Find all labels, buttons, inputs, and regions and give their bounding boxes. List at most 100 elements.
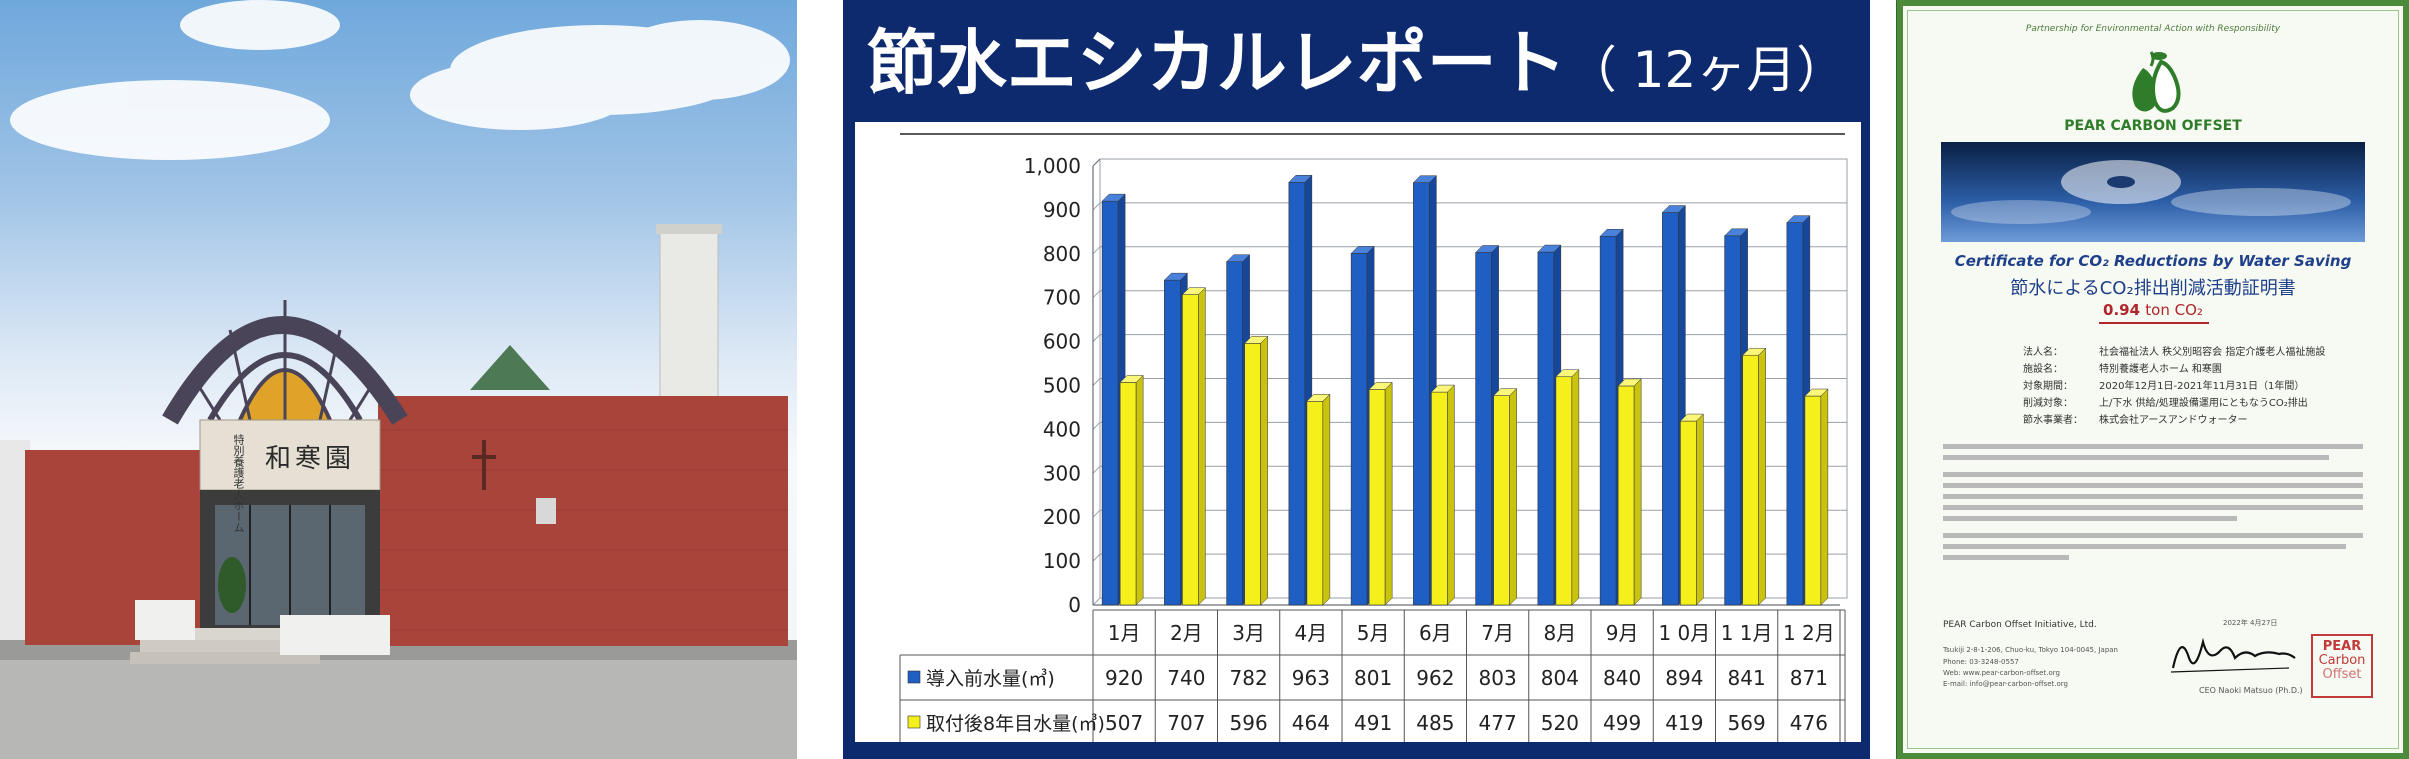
bar-after-side <box>1633 378 1642 606</box>
certificate-detail-value: 上/下水 供給/処理設備運用にともなうCO₂排出 <box>2099 398 2308 409</box>
table-value: 707 <box>1167 711 1205 735</box>
entrance-sign-name: 和寒園 <box>264 444 355 474</box>
bar-before <box>1413 182 1430 606</box>
bar-after-side <box>1571 369 1580 606</box>
bar-after-side <box>1758 347 1766 606</box>
bar-after-side <box>1384 381 1393 606</box>
x-category-label: 9月 <box>1606 621 1639 645</box>
signature <box>2170 637 2296 673</box>
certificate-phone: Phone: 03-3248-0557 <box>1943 658 2019 666</box>
bar-after <box>1368 389 1386 606</box>
certificate-detail-label: 節水事業者： <box>2023 415 2083 426</box>
x-category-label: 4月 <box>1295 621 1328 645</box>
bar-before <box>1350 253 1368 606</box>
table-value: 782 <box>1230 666 1268 690</box>
y-tick-label: 800 <box>1043 242 1081 266</box>
bar-after-side <box>1820 388 1829 606</box>
certificate-amount-unit: ton CO₂ <box>2145 301 2203 319</box>
legend-label: 取付後8年目水量(㎥) <box>926 713 1105 735</box>
bar-after-top <box>1679 413 1704 422</box>
bar-before-top <box>1475 245 1500 253</box>
x-category-label: 1月 <box>1108 621 1141 645</box>
gridline-depth <box>1092 509 1101 518</box>
gridline-depth <box>1092 246 1101 255</box>
building-illustration <box>0 0 797 759</box>
table-value: 507 <box>1105 711 1143 735</box>
certificate-details: 法人名： 社会福祉法人 秩父別昭容会 指定介護老人福祉施設 施設名： 特別養護老人ホー… <box>2023 344 2393 429</box>
certificate-amount: 0.94 ton CO₂ <box>1903 301 2403 319</box>
gridline-depth <box>1092 553 1101 562</box>
certificate-org: PEAR Carbon Offset Initiative, Ltd. <box>1943 620 2097 630</box>
bar-after <box>1182 294 1199 606</box>
bar-after-top <box>1306 394 1331 402</box>
table-value: 963 <box>1292 666 1330 690</box>
y-tick-label: 700 <box>1043 286 1081 310</box>
table-value: 520 <box>1541 711 1579 735</box>
x-category-label: 7月 <box>1481 621 1514 645</box>
bar-before-top <box>1101 193 1126 202</box>
clouds <box>10 0 790 160</box>
legend-swatch <box>907 715 921 729</box>
earth-image <box>1941 142 2365 242</box>
certificate-amount-value: 0.94 <box>2103 301 2141 319</box>
table-value: 894 <box>1665 666 1703 690</box>
bar-before <box>1226 261 1243 606</box>
certificate-body-text <box>1943 438 2363 566</box>
bar-after-side <box>1696 413 1704 606</box>
pear-logo-icon <box>2132 51 2181 113</box>
bar-after-top <box>1119 375 1144 383</box>
bar-after <box>1431 391 1448 606</box>
x-category-label: 1 0月 <box>1658 621 1710 645</box>
table-value: 499 <box>1603 711 1641 735</box>
bar-after-top <box>1804 388 1829 397</box>
bar-before-top <box>1288 174 1313 183</box>
x-category-label: 5月 <box>1357 621 1390 645</box>
bar-after <box>1244 343 1261 606</box>
bar-before-top <box>1661 205 1686 213</box>
certificate-web: Web: www.pear-carbon-offset.org <box>1943 669 2060 677</box>
certificate-title-ja: 節水によるCO₂排出削減活動証明書 <box>2010 278 2296 299</box>
bar-before <box>1724 235 1741 606</box>
certificate-detail-row: 施設名： 特別養護老人ホーム 和寒園 <box>2023 361 2393 378</box>
bar-before-top <box>1350 246 1375 254</box>
bar-after-top <box>1244 336 1269 344</box>
certificate-detail-value: 株式会社アースアンドウォーター <box>2099 415 2248 426</box>
bar-after-side <box>1198 287 1206 606</box>
y-tick-label: 900 <box>1043 198 1081 222</box>
bar-after-side <box>1260 335 1268 606</box>
gridline-depth <box>1092 422 1101 430</box>
y-tick-label: 400 <box>1043 417 1081 441</box>
table-value: 871 <box>1790 666 1828 690</box>
bar-after <box>1306 401 1324 606</box>
chart-title-sub: （ 12ヶ月） <box>1566 41 1847 99</box>
bar-after-top <box>1430 384 1455 393</box>
bar-before <box>1475 252 1492 606</box>
gridline-depth <box>1092 465 1101 474</box>
gridline-depth <box>1092 378 1101 386</box>
table-value: 920 <box>1105 666 1143 690</box>
chart-title-main: 節水エシカルレポート <box>866 22 1567 104</box>
table-value: 464 <box>1292 711 1330 735</box>
table-value: 419 <box>1665 711 1703 735</box>
y-tick-label: 600 <box>1043 330 1081 354</box>
gridline-depth <box>1092 597 1101 606</box>
legend-label: 導入前水量(㎥) <box>926 668 1055 690</box>
bar-after-top <box>1493 388 1518 396</box>
bar-after <box>1742 354 1759 606</box>
certificate-detail-row: 節水事業者： 株式会社アースアンドウォーター <box>2023 412 2393 429</box>
bar-before-top <box>1412 175 1437 183</box>
bar-after <box>1680 420 1697 606</box>
bar-before-top <box>1163 272 1188 281</box>
gridline-depth <box>1092 334 1101 342</box>
bar-before-top <box>1226 254 1251 262</box>
certificate-detail-label: 施設名： <box>2023 364 2063 375</box>
bar-after-side <box>1135 374 1144 606</box>
certificate: Partnership for Environmental Action wit… <box>1896 0 2409 759</box>
y-tick-label: 100 <box>1043 549 1081 573</box>
bar-after-top <box>1617 378 1642 387</box>
bar-after <box>1617 385 1635 606</box>
y-tick-label: 200 <box>1043 505 1081 529</box>
bar-before <box>1662 212 1679 606</box>
certificate-header: Partnership for Environmental Action wit… <box>2025 24 2281 34</box>
bar-before <box>1101 200 1119 606</box>
